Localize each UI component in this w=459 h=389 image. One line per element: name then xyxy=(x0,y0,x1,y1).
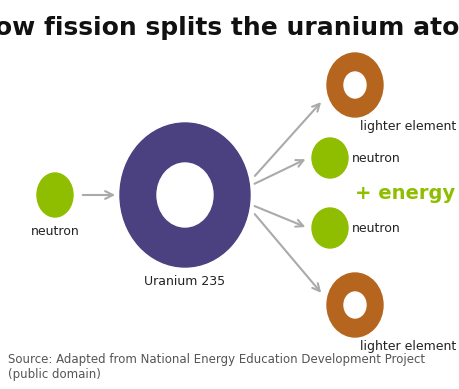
Ellipse shape xyxy=(311,208,347,248)
Ellipse shape xyxy=(157,163,213,227)
Text: lighter element: lighter element xyxy=(359,120,455,133)
Text: Uranium 235: Uranium 235 xyxy=(144,275,225,288)
Ellipse shape xyxy=(326,273,382,337)
Text: Source: Adapted from National Energy Education Development Project
(public domai: Source: Adapted from National Energy Edu… xyxy=(8,353,424,381)
Text: lighter element: lighter element xyxy=(359,340,455,353)
Ellipse shape xyxy=(311,138,347,178)
Ellipse shape xyxy=(343,292,365,318)
Text: How fission splits the uranium atom: How fission splits the uranium atom xyxy=(0,16,459,40)
Text: neutron: neutron xyxy=(351,221,400,235)
Ellipse shape xyxy=(326,53,382,117)
Text: neutron: neutron xyxy=(31,225,79,238)
Ellipse shape xyxy=(343,72,365,98)
Ellipse shape xyxy=(37,173,73,217)
Text: + energy: + energy xyxy=(354,184,454,203)
Text: neutron: neutron xyxy=(351,151,400,165)
Ellipse shape xyxy=(120,123,249,267)
